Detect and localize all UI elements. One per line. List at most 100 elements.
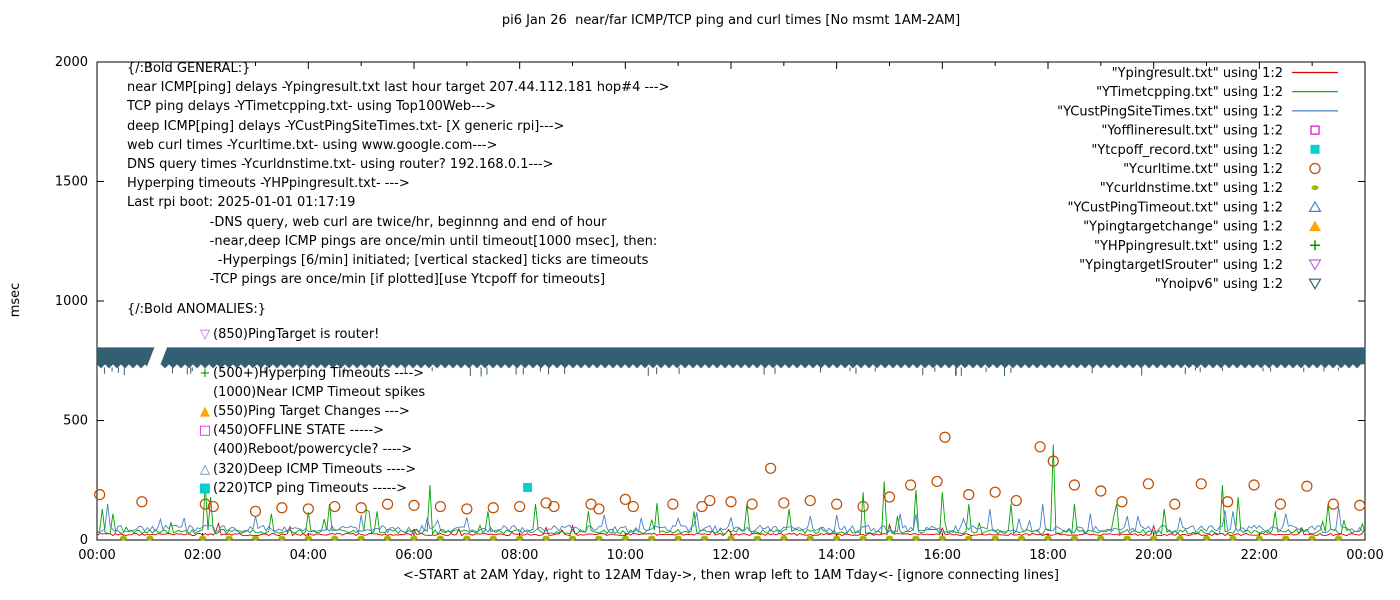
point-Ycurltime.txt (725, 496, 737, 508)
anomaly-text: (1000)Near ICMP Timeout spikes (213, 384, 426, 400)
point-Ycurldnstime.txt (595, 535, 603, 541)
point-Ycurltime.txt (939, 431, 951, 443)
point-Ycurldnstime.txt (674, 535, 682, 541)
y-tick-label: 500 (63, 414, 88, 429)
point-Ycurltime.txt (804, 494, 816, 507)
point-Ycurldnstime.txt (304, 535, 312, 541)
anomaly-line: ■ (220)TCP ping Timeouts -----> (127, 479, 425, 498)
x-tick-label: 04:00 (290, 548, 327, 563)
point-Ycurldnstime.txt (383, 535, 392, 541)
point-Ycurltime.txt (514, 500, 526, 513)
legend-triangle-up-open-icon (1308, 200, 1322, 212)
y-axis-label: msec (8, 282, 23, 318)
point-Ycurltime.txt (831, 498, 843, 510)
point-Ycurltime.txt (857, 500, 869, 513)
general-line: Hyperping timeouts -YHPpingresult.txt- -… (127, 176, 410, 192)
triangle-up-open-icon: △ (200, 461, 210, 477)
point-Ycurltime.txt (1195, 478, 1207, 490)
anomaly-line: △ (320)Deep ICMP Timeouts ----> (127, 460, 425, 479)
anomaly-text: (400)Reboot/powercycle? ----> (213, 442, 413, 458)
legend-label: "Ypingtargetchange" using 1:2 (1083, 220, 1283, 235)
anomaly-line: (1000)Near ICMP Timeout spikes (127, 383, 425, 402)
point-Ycurltime.txt (249, 505, 262, 517)
point-Ycurldnstime.txt (780, 535, 788, 541)
series-line-YCustPingSiteTimes.txt (96, 504, 1366, 535)
legend-label: "YpingtargetISrouter" using 1:2 (1079, 258, 1283, 273)
point-Ycurltime.txt (1222, 496, 1234, 508)
legend-square-fill-icon (1310, 144, 1320, 154)
point-Ycurltime.txt (381, 498, 394, 510)
anomalies-annotation-block: {/:Bold ANOMALIES:} ▽ (850)PingTarget is r… (127, 300, 425, 498)
point-Ycurltime.txt (302, 503, 314, 515)
chart-title: pi6 Jan 26 near/far ICMP/TCP ping and cu… (501, 13, 961, 28)
point-Ycurldnstime.txt (199, 535, 207, 541)
point-Ycurltime.txt (619, 493, 631, 505)
point-Ycurldnstime.txt (1334, 535, 1343, 541)
legend-label: "Ynoipv6" using 1:2 (1155, 277, 1283, 292)
x-tick-label: 06:00 (395, 548, 432, 563)
general-line: DNS query times -Ycurldnstime.txt- using… (127, 157, 554, 173)
anomalies-header: {/:Bold ANOMALIES:} (127, 302, 267, 317)
legend-label: "YHPpingresult.txt" using 1:2 (1094, 239, 1283, 254)
general-line: deep ICMP[ping] delays -YCustPingSiteTim… (127, 118, 565, 134)
point-Ycurltime.txt (329, 500, 341, 513)
point-Ycurldnstime.txt (1150, 535, 1158, 541)
point-Ycurldnstime.txt (912, 535, 920, 541)
general-line: -DNS query, web curl are twice/hr, begin… (127, 214, 607, 230)
legend-label: "Yofflineresult.txt" using 1:2 (1101, 124, 1283, 139)
general-annotation-block: {/:Bold GENERAL:} near ICMP[ping] delays … (127, 59, 669, 289)
point-Ycurldnstime.txt (225, 535, 233, 541)
x-tick-label: 08:00 (501, 548, 538, 563)
noipv6-band (97, 347, 1365, 369)
triangle-down-open-icon: ▽ (200, 327, 210, 343)
point-Ycurltime.txt (704, 494, 716, 507)
point-Ycurldnstime.txt (1017, 535, 1026, 541)
point-Ycurldnstime.txt (885, 535, 894, 541)
point-Ycurldnstime.txt (621, 535, 629, 541)
point-Ycurltime.txt (1142, 478, 1154, 490)
plus-icon: + (199, 365, 211, 381)
point-Ycurltime.txt (746, 498, 758, 510)
y-tick-label: 1000 (55, 294, 88, 309)
anomaly-text: (320)Deep ICMP Timeouts ----> (213, 461, 417, 477)
point-Ycurltime.txt (627, 500, 639, 513)
point-Ycurltime.txt (461, 503, 473, 515)
legend-label: "Ypingresult.txt" using 1:2 (1112, 66, 1283, 81)
point-Ycurltime.txt (487, 502, 499, 514)
legend-circle-fill-icon (1311, 185, 1319, 191)
point-Ycurldnstime.txt (410, 535, 418, 541)
anomaly-text: (500+)Hyperping Timeouts ----> (213, 365, 425, 381)
point-Ycurltime.txt (905, 479, 917, 491)
series-line-YTimetcpping.txt (96, 444, 1366, 536)
x-tick-label: 00:00 (1346, 548, 1383, 563)
point-Ycurldnstime.txt (806, 535, 814, 541)
point-Ycurltime.txt (1274, 498, 1287, 510)
point-Ycurldnstime.txt (463, 535, 471, 541)
point-Ycurltime.txt (1034, 441, 1046, 453)
point-Ycurltime.txt (1068, 479, 1081, 491)
point-Ycurltime.txt (883, 491, 896, 503)
legend-label: "Ytcpoff_record.txt" using 1:2 (1091, 143, 1283, 158)
point-Ycurldnstime.txt (859, 535, 867, 541)
point-Ycurldnstime.txt (727, 535, 735, 541)
point-Ycurltime.txt (1047, 455, 1059, 467)
legend-label: "YCustPingSiteTimes.txt" using 1:2 (1057, 104, 1283, 119)
general-line: Last rpi boot: 2025-01-01 01:17:19 (127, 195, 356, 211)
point-Ycurldnstime.txt (700, 535, 709, 541)
point-Ycurldnstime.txt (965, 535, 973, 541)
anomaly-line: + (500+)Hyperping Timeouts ----> (127, 364, 425, 383)
x-tick-label: 02:00 (184, 548, 221, 563)
point-Ycurltime.txt (94, 488, 106, 501)
point-Ycurldnstime.txt (1308, 535, 1316, 541)
general-line: -near,deep ICMP pings are once/min until… (127, 233, 658, 249)
point-Ycurltime.txt (989, 486, 1001, 498)
x-tick-label: 12:00 (712, 548, 749, 563)
point-Ytcpoff_record.txt (523, 482, 533, 492)
point-Ycurltime.txt (1248, 479, 1260, 491)
series-line-Ypingresult.txt (96, 521, 1366, 537)
y-tick-label: 1500 (55, 175, 88, 190)
point-Ycurltime.txt (667, 498, 679, 510)
general-line: {/:Bold GENERAL:} (127, 61, 251, 76)
